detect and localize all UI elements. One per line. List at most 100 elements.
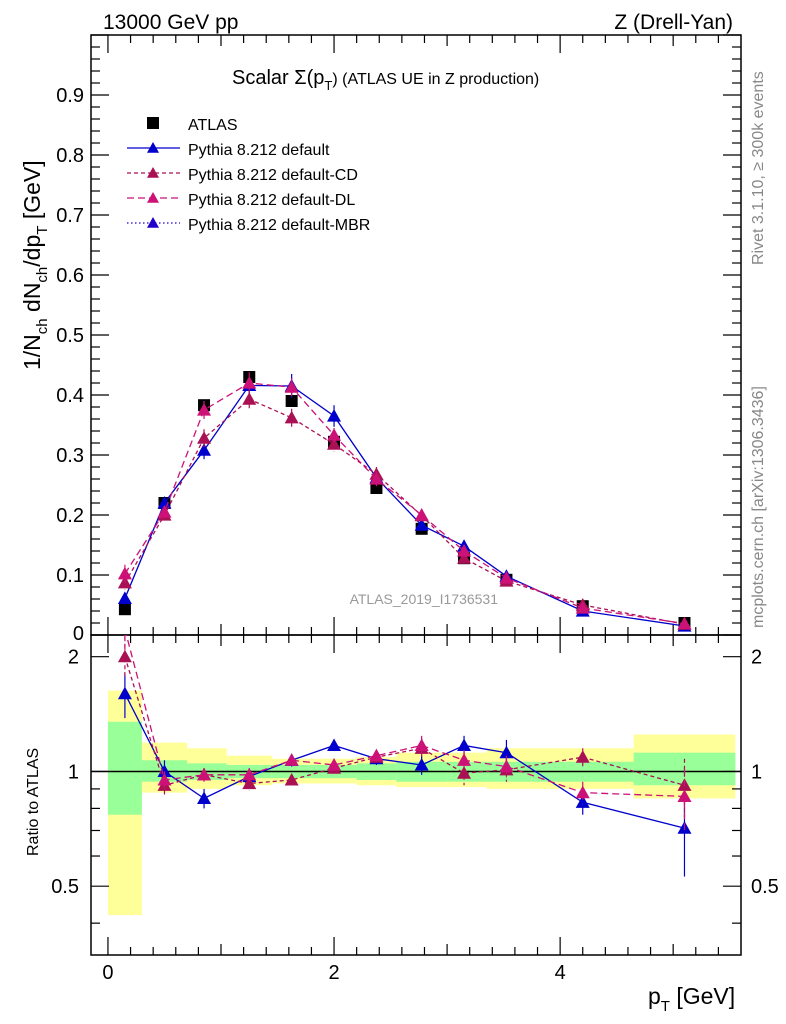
ratio-point-3-4 (284, 753, 299, 766)
main-y-tick-label: 0.2 (56, 505, 84, 527)
rivet-label: Rivet 3.1.10, ≥ 300k events (750, 71, 767, 265)
ratio-y-tick-label-right: 0.5 (751, 876, 779, 898)
ratio-y-tick-label-left: 2 (68, 647, 79, 669)
legend-marker-2 (147, 167, 159, 178)
main-series (117, 371, 692, 632)
atlas-point-0 (118, 603, 131, 616)
legend-marker-0 (147, 117, 159, 129)
title-sub: T (324, 78, 332, 93)
ratio-y-axis-label: Ratio to ATLAS (25, 748, 42, 856)
series-line-3 (124, 382, 685, 625)
main-y-tick-label: 0.4 (56, 385, 84, 407)
ratio-point-2-4 (284, 772, 299, 786)
mcplots-label: mcplots.cern.ch [arXiv:1306.3436] (750, 386, 767, 628)
ratio-panel-frame (90, 634, 742, 956)
ratio-point-2-10 (575, 750, 590, 763)
ratio-line-1 (124, 693, 685, 829)
series-line-2 (124, 398, 685, 625)
header-left: 13000 GeV pp (103, 11, 238, 34)
main-y-zero-label: 0 (73, 623, 84, 645)
series-point-2-5 (327, 437, 342, 450)
series-point-3-5 (327, 428, 342, 441)
ratio-point-3-11 (677, 789, 692, 803)
atlas-point-6 (370, 482, 383, 494)
series-point-3-4 (284, 380, 299, 393)
main-y-tick-label: 0.7 (56, 205, 84, 227)
ratio-point-2-0 (117, 649, 132, 663)
main-y-tick-label: 0.1 (56, 565, 84, 587)
series-point-2-8 (457, 551, 472, 564)
series-point-1-0 (117, 591, 132, 604)
series-point-1-5 (327, 409, 342, 422)
axis-ticks (91, 34, 741, 955)
y-axis-label: 1/Nch dNch/dpT [GeV] (19, 160, 51, 370)
series-point-3-0 (117, 566, 132, 580)
series-point-3-1 (157, 505, 172, 518)
series-point-1-1 (157, 496, 172, 509)
legend-label-3: Pythia 8.212 default-DL (188, 192, 355, 209)
ratio-point-3-6 (369, 748, 384, 762)
atlas-point-4 (285, 395, 298, 407)
legend-label-0: ATLAS (188, 117, 238, 134)
series-point-2-2 (197, 431, 212, 444)
title-tail: ) (ATLAS UE in Z production) (332, 71, 539, 88)
ratio-point-1-0 (117, 686, 132, 700)
main-y-tick-label: 0.8 (56, 145, 84, 167)
band-inner-0 (107, 721, 142, 815)
ratio-y-tick-label-right: 1 (751, 761, 762, 783)
legend: ATLAS Pythia 8.212 default Pythia 8.212 de… (127, 117, 370, 234)
series-point-3-6 (369, 472, 384, 485)
main-y-tick-label: 0.9 (56, 85, 84, 107)
x-axis-label: pT [GeV] (648, 983, 735, 1015)
series-line-1 (124, 384, 685, 627)
ratio-line-3 (125, 635, 685, 798)
ratio-point-3-8 (457, 753, 472, 766)
series-point-2-3 (242, 392, 257, 405)
ratio-point-1-10 (575, 795, 590, 808)
series-point-3-2 (197, 403, 212, 416)
x-tick-label: 4 (555, 962, 566, 984)
series-point-3-3 (242, 376, 257, 389)
legend-marker-4 (147, 217, 159, 228)
series-point-1-7 (414, 518, 429, 531)
analysis-watermark: ATLAS_2019_I1736531 (350, 591, 499, 607)
series-point-3-11 (677, 616, 692, 630)
ratio-point-2-3 (242, 776, 257, 790)
axis-tick-labels: 0.10.20.30.40.50.60.70.80.900 2 40.5 0.51 12… (51, 85, 779, 984)
ratio-point-3-10 (575, 785, 590, 799)
legend-marker-1 (147, 142, 159, 153)
ratio-y-tick-label-left: 1 (68, 761, 79, 783)
series-point-2-4 (284, 410, 299, 424)
ratio-point-3-2 (197, 767, 212, 781)
ratio-point-2-8 (457, 766, 472, 779)
series-point-1-2 (197, 443, 212, 456)
series-point-3-9 (499, 571, 514, 584)
ratio-point-1-8 (457, 738, 472, 752)
ratio-point-3-1 (157, 772, 172, 786)
legend-label-1: Pythia 8.212 default (188, 142, 330, 159)
legend-label-2: Pythia 8.212 default-CD (188, 167, 358, 184)
ratio-y-tick-label-right: 2 (751, 647, 762, 669)
ratio-y-tick-label-left: 0.5 (51, 876, 79, 898)
ratio-point-1-5 (327, 738, 342, 752)
ratio-point-1-2 (197, 791, 212, 804)
x-tick-label: 2 (328, 962, 339, 984)
ratio-point-3-5 (327, 757, 342, 771)
main-y-tick-label: 0.5 (56, 325, 84, 347)
ratio-point-3-0 (118, 622, 132, 635)
main-y-tick-label: 0.3 (56, 445, 84, 467)
ratio-point-1-9 (499, 745, 514, 759)
series-point-3-10 (575, 601, 590, 614)
title-main: Scalar Σ(p (232, 67, 324, 89)
series-point-3-8 (457, 544, 472, 557)
ratio-point-1-7 (414, 757, 429, 771)
ratio-point-3-3 (242, 767, 257, 781)
ratio-series (117, 622, 692, 877)
x-tick-label: 0 (102, 962, 113, 984)
series-point-3-7 (414, 508, 429, 521)
legend-label-4: Pythia 8.212 default-MBR (188, 217, 370, 234)
main-y-tick-label: 0.6 (56, 265, 84, 287)
plot-title: Scalar Σ(pT) (ATLAS UE in Z production) (232, 67, 539, 93)
ratio-point-3-9 (499, 759, 514, 773)
